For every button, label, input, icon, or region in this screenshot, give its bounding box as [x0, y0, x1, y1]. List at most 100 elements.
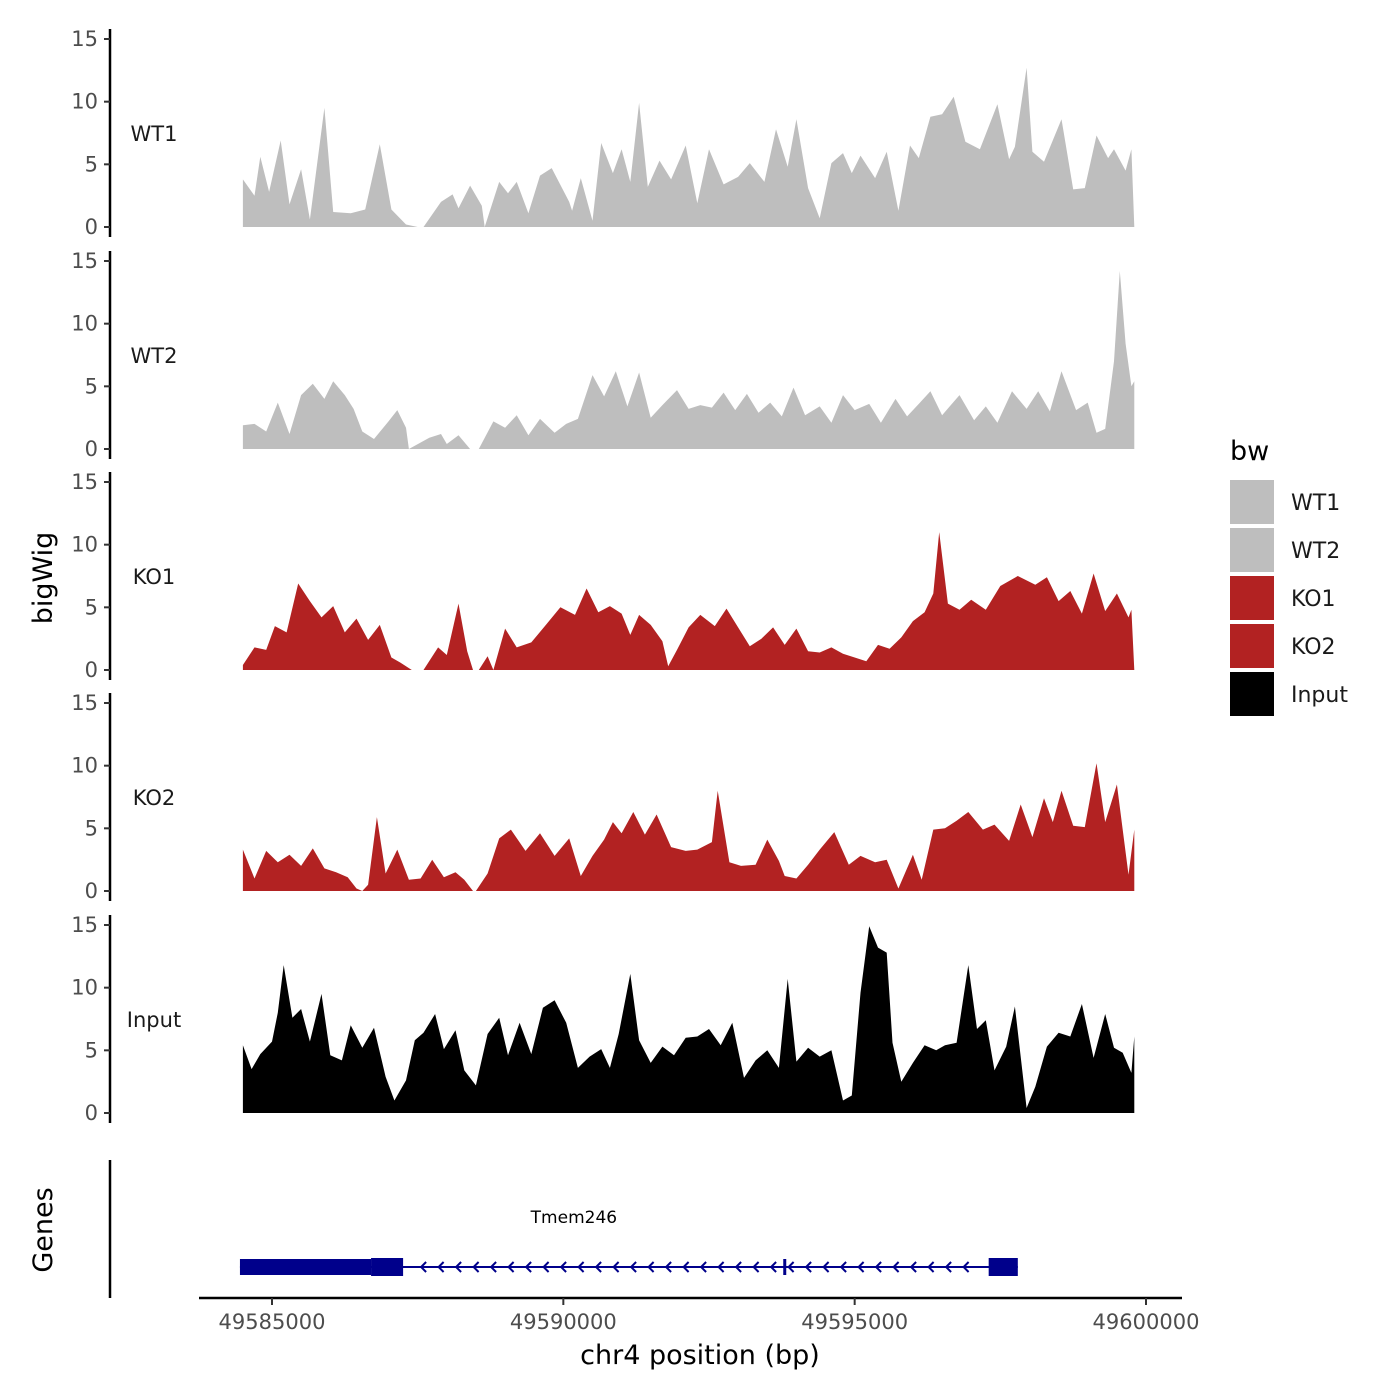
strand-arrow: [682, 1261, 690, 1273]
legend-swatch: [1230, 576, 1274, 620]
strand-arrow: [752, 1261, 760, 1273]
y-axis-title: bigWig: [28, 532, 59, 625]
strand-arrow: [542, 1261, 550, 1273]
track-input: 0 5 10 15 Input: [71, 913, 1135, 1125]
track-label-wt2: WT2: [131, 344, 178, 368]
strand-arrow: [787, 1261, 795, 1273]
track-label-ko2: KO2: [133, 786, 176, 810]
y-tick-label: 5: [85, 595, 98, 619]
area-ko2: [242, 763, 1135, 891]
legend-swatch: [1230, 528, 1274, 572]
y-tick-label: 15: [71, 27, 98, 51]
legend-item-ko2: KO2: [1230, 624, 1336, 668]
legend-label: WT1: [1291, 491, 1340, 516]
track-label-ko1: KO1: [133, 565, 176, 589]
area-ko1: [242, 532, 1135, 670]
track-label-wt1: WT1: [131, 122, 178, 146]
y-tick-label: 5: [85, 816, 98, 840]
legend-swatch: [1230, 624, 1274, 668]
track-ko2: 0 5 10 15 KO2: [71, 691, 1135, 903]
y-tick-label: 5: [85, 1038, 98, 1062]
x-tick-label: 49585000: [219, 1310, 326, 1334]
gene-exon: [1003, 1258, 1018, 1276]
strand-arrow: [927, 1261, 935, 1273]
legend: bw WT1 WT2 KO1 KO2 Input: [1230, 436, 1348, 716]
strand-arrow: [909, 1261, 917, 1273]
track-ko1: 0 5 10 15 KO1: [71, 470, 1135, 682]
strand-arrow: [559, 1261, 567, 1273]
strand-arrow: [717, 1261, 725, 1273]
strand-arrow: [944, 1261, 952, 1273]
strand-arrow: [892, 1261, 900, 1273]
track-label-input: Input: [127, 1008, 181, 1032]
gene-exon: [988, 1258, 1007, 1276]
strand-arrow: [437, 1261, 445, 1273]
strand-arrow: [594, 1261, 602, 1273]
area-wt2: [242, 271, 1135, 449]
legend-title: bw: [1230, 436, 1269, 467]
gene-exon: [239, 1259, 372, 1275]
y-tick-label: 10: [71, 312, 98, 336]
legend-swatch: [1230, 480, 1274, 524]
strand-arrow: [419, 1261, 427, 1273]
y-tick-label: 10: [71, 754, 98, 778]
y-tick-label: 0: [85, 879, 98, 903]
track-wt2: 0 5 10 15 WT2: [71, 249, 1135, 461]
legend-label: KO1: [1291, 587, 1336, 612]
legend-item-wt2: WT2: [1230, 528, 1340, 572]
strand-arrow: [647, 1261, 655, 1273]
legend-label: Input: [1291, 683, 1348, 708]
track-wt1: 0 5 10 15 WT1: [71, 27, 1135, 239]
strand-arrow: [962, 1261, 970, 1273]
strand-arrow: [822, 1261, 830, 1273]
y-tick-label: 5: [85, 152, 98, 176]
x-tick-label: 49600000: [1093, 1310, 1200, 1334]
strand-arrow: [629, 1261, 637, 1273]
strand-arrow: [769, 1261, 777, 1273]
y-tick-label: 10: [71, 533, 98, 557]
strand-arrow: [489, 1261, 497, 1273]
strand-arrow: [454, 1261, 462, 1273]
genes-panel: Tmem246: [108, 1160, 1018, 1298]
x-tick-label: 49595000: [801, 1310, 908, 1334]
legend-label: KO2: [1291, 635, 1336, 660]
signal-tracks: 0 5 10 15 WT1 0 5 10 15 WT2 0 5 10 15 KO1 0 5 10 15 KO2 0 5 10…: [71, 27, 1135, 1125]
x-tick-label: 49590000: [510, 1310, 617, 1334]
legend-item-input: Input: [1230, 672, 1348, 716]
legend-label: WT2: [1291, 539, 1340, 564]
legend-item-wt1: WT1: [1230, 480, 1340, 524]
legend-swatch: [1230, 672, 1274, 716]
y-tick-label: 0: [85, 658, 98, 682]
y-tick-label: 15: [71, 249, 98, 273]
y-tick-label: 10: [71, 90, 98, 114]
gene-label: Tmem246: [530, 1208, 617, 1228]
strand-arrow: [507, 1261, 515, 1273]
gene-exon: [371, 1258, 404, 1276]
y-tick-label: 5: [85, 374, 98, 398]
strand-arrow: [524, 1261, 532, 1273]
y-tick-label: 0: [85, 437, 98, 461]
y-tick-label: 0: [85, 215, 98, 239]
y-tick-label: 15: [71, 913, 98, 937]
area-wt1: [242, 67, 1135, 227]
x-axis: 49585000 49590000 49595000 49600000: [199, 1296, 1200, 1334]
y-tick-label: 0: [85, 1101, 98, 1125]
y-tick-label: 15: [71, 691, 98, 715]
strand-arrow: [664, 1261, 672, 1273]
y-tick-label: 15: [71, 470, 98, 494]
legend-item-ko1: KO1: [1230, 576, 1336, 620]
strand-arrow: [612, 1261, 620, 1273]
strand-arrow: [734, 1261, 742, 1273]
strand-arrow: [804, 1261, 812, 1273]
y-tick-label: 10: [71, 976, 98, 1000]
gene-tmem246: Tmem246: [239, 1208, 1018, 1276]
strand-arrow: [857, 1261, 865, 1273]
strand-arrow: [839, 1261, 847, 1273]
strand-arrow: [577, 1261, 585, 1273]
area-input: [242, 926, 1135, 1113]
x-axis-title: chr4 position (bp): [580, 1340, 820, 1371]
strand-arrow: [699, 1261, 707, 1273]
strand-arrow: [874, 1261, 882, 1273]
strand-arrow: [472, 1261, 480, 1273]
